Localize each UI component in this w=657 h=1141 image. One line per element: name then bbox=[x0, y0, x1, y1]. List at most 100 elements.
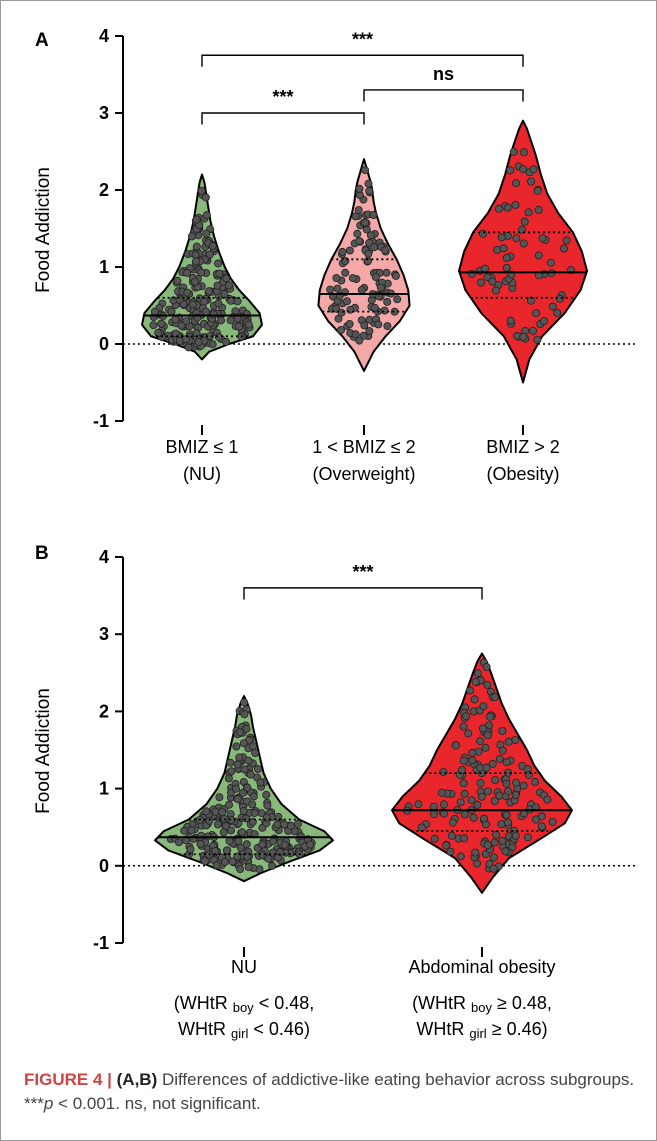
data-point bbox=[490, 797, 499, 806]
data-point bbox=[240, 710, 249, 719]
data-point bbox=[369, 210, 378, 219]
data-point bbox=[274, 812, 283, 821]
data-point bbox=[332, 304, 341, 313]
panel-b-violins bbox=[154, 652, 573, 894]
data-point bbox=[196, 839, 205, 848]
data-point bbox=[248, 800, 257, 809]
data-point bbox=[233, 795, 242, 804]
data-point bbox=[456, 798, 465, 807]
data-point bbox=[361, 166, 370, 175]
data-point bbox=[370, 243, 379, 252]
data-point bbox=[201, 193, 210, 202]
data-point bbox=[534, 205, 543, 214]
data-point bbox=[498, 727, 507, 736]
data-point bbox=[205, 250, 214, 259]
data-point bbox=[228, 857, 237, 866]
data-point bbox=[244, 756, 253, 765]
data-point bbox=[208, 241, 217, 250]
data-point bbox=[483, 680, 492, 689]
data-point bbox=[332, 273, 341, 282]
data-point bbox=[380, 306, 389, 315]
data-point bbox=[244, 320, 253, 329]
data-point bbox=[225, 837, 234, 846]
data-point bbox=[365, 315, 374, 324]
y-tick-label: 3 bbox=[99, 103, 109, 123]
data-point bbox=[208, 340, 217, 349]
data-point bbox=[360, 321, 369, 330]
data-point bbox=[494, 204, 503, 213]
data-point bbox=[194, 337, 203, 346]
data-point bbox=[209, 310, 218, 319]
y-tick-label: -1 bbox=[93, 411, 109, 431]
data-point bbox=[333, 284, 342, 293]
data-point bbox=[464, 729, 473, 738]
data-point bbox=[446, 847, 455, 856]
data-point bbox=[258, 840, 267, 849]
data-point bbox=[546, 258, 555, 267]
data-point bbox=[246, 770, 255, 779]
data-point bbox=[191, 257, 200, 266]
data-point bbox=[483, 731, 492, 740]
data-point bbox=[187, 232, 196, 241]
data-point bbox=[280, 820, 289, 829]
figure-charts: A Food Addiction -1 0 1 2 3 4 *** ns *** BMIZ ≤… bbox=[33, 26, 636, 1041]
data-point bbox=[529, 165, 538, 174]
data-point bbox=[493, 245, 502, 254]
data-point bbox=[471, 848, 480, 857]
panel-b-y-axis: -1 0 1 2 3 4 bbox=[93, 547, 636, 957]
data-point bbox=[537, 822, 546, 831]
data-point bbox=[499, 244, 508, 253]
data-point bbox=[511, 736, 520, 745]
data-point bbox=[239, 807, 248, 816]
data-point bbox=[533, 335, 542, 344]
y-tick-label: 2 bbox=[99, 180, 109, 200]
data-point bbox=[503, 203, 512, 212]
data-point bbox=[149, 321, 158, 330]
data-point bbox=[365, 238, 374, 247]
data-point bbox=[468, 756, 477, 765]
data-point bbox=[200, 297, 209, 306]
data-point bbox=[467, 796, 476, 805]
data-point bbox=[353, 229, 362, 238]
data-point bbox=[502, 758, 511, 767]
data-point bbox=[211, 807, 220, 816]
data-point bbox=[200, 857, 209, 866]
panel-a-label: A bbox=[35, 30, 49, 51]
y-tick-label: -1 bbox=[93, 933, 109, 953]
data-point bbox=[489, 853, 498, 862]
data-point bbox=[186, 845, 195, 854]
data-point bbox=[226, 758, 235, 767]
data-point bbox=[365, 327, 374, 336]
data-point bbox=[240, 698, 249, 707]
data-point bbox=[286, 821, 295, 830]
data-point bbox=[157, 319, 166, 328]
data-point bbox=[482, 663, 491, 672]
data-point bbox=[482, 763, 491, 772]
data-point bbox=[187, 826, 196, 835]
data-point bbox=[222, 274, 231, 283]
data-point bbox=[253, 765, 262, 774]
data-point bbox=[171, 315, 180, 324]
panel-a-violins bbox=[141, 119, 588, 384]
data-point bbox=[414, 800, 423, 809]
data-point bbox=[498, 836, 507, 845]
data-point bbox=[480, 264, 489, 273]
data-point bbox=[476, 278, 485, 287]
data-point bbox=[351, 212, 360, 221]
data-point bbox=[527, 177, 536, 186]
data-point bbox=[503, 818, 512, 827]
data-point bbox=[442, 841, 451, 850]
data-point bbox=[306, 840, 315, 849]
data-point bbox=[534, 251, 543, 260]
data-point bbox=[555, 294, 564, 303]
data-point bbox=[383, 322, 392, 331]
data-point bbox=[239, 788, 248, 797]
data-point bbox=[390, 307, 399, 316]
data-point bbox=[383, 297, 392, 306]
panel-b-ylabel: Food Addiction bbox=[33, 688, 54, 814]
caption-rest: < 0.001. ns, not significant. bbox=[53, 1094, 261, 1113]
significance-bracket bbox=[363, 89, 524, 102]
data-point bbox=[202, 229, 211, 238]
data-point bbox=[485, 712, 494, 721]
significance-label: *** bbox=[352, 29, 373, 49]
